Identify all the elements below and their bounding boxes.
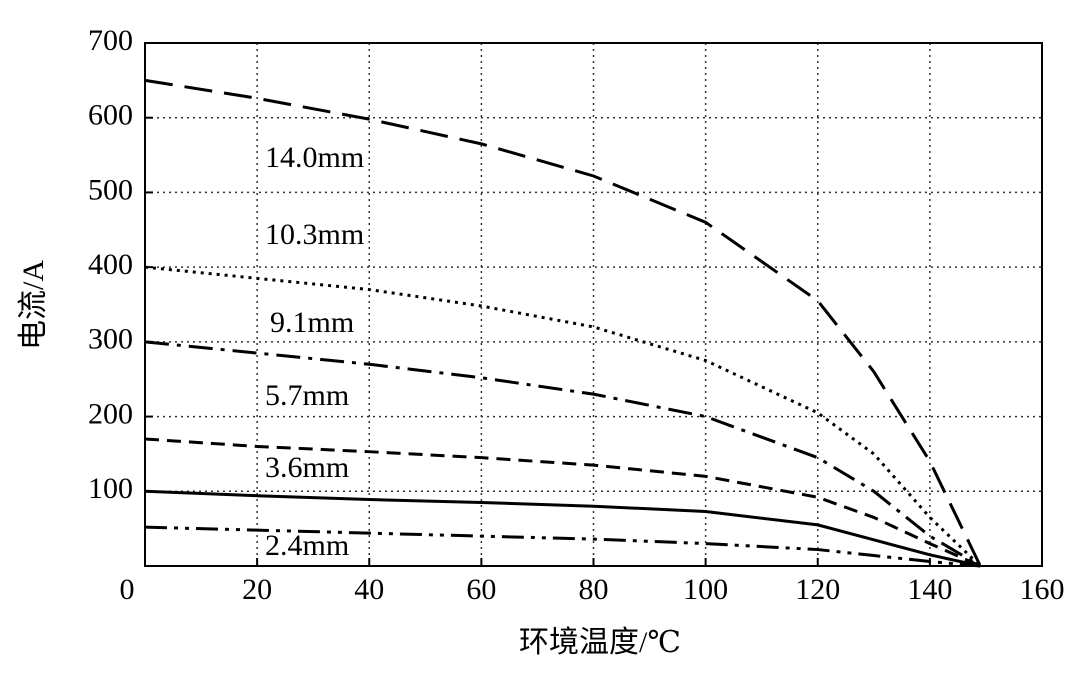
series-label: 10.3mm [265, 218, 364, 251]
y-tick-label: 100 [88, 472, 133, 505]
y-tick-label: 400 [88, 248, 133, 281]
x-tick-label: 160 [1020, 573, 1065, 606]
x-tick-label: 120 [795, 573, 840, 606]
series-line [144, 489, 981, 568]
series-line [144, 525, 981, 568]
x-tick-label: 140 [907, 573, 952, 606]
series-label: 3.6mm [265, 451, 349, 484]
y-axis-label: 电流/A [17, 260, 50, 350]
y-tick-label: 300 [88, 323, 133, 356]
y-tick-label: 700 [88, 24, 133, 57]
y-tick-label: 600 [88, 99, 133, 132]
plot-frame [144, 42, 1043, 567]
y-tick-label: 200 [88, 397, 133, 430]
x-tick-label: 20 [242, 573, 272, 606]
x-tick-label: 80 [579, 573, 609, 606]
x-tick-label: 100 [683, 573, 728, 606]
series-label: 2.4mm [265, 529, 349, 562]
series-label: 9.1mm [270, 306, 354, 339]
y-tick-label: 500 [88, 173, 133, 206]
x-axis-label: 环境温度/℃ [519, 626, 681, 659]
series-label: 5.7mm [265, 379, 349, 412]
series-label: 14.0mm [265, 141, 364, 174]
x-tick-label: 0 [120, 573, 135, 606]
series-line [144, 78, 982, 567]
x-tick-label: 60 [466, 573, 496, 606]
series-line [144, 265, 982, 568]
x-tick-label: 40 [354, 573, 384, 606]
